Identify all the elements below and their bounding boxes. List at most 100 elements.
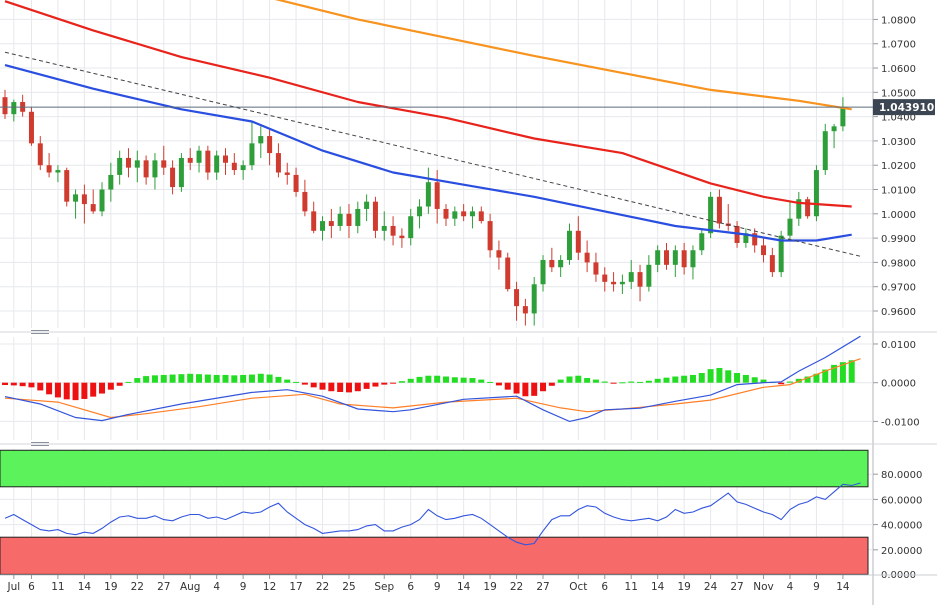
macd-bar xyxy=(319,382,326,390)
y-tick-label: 60.0000 xyxy=(881,495,922,506)
candle-body xyxy=(443,208,449,219)
candle xyxy=(20,94,26,117)
candle xyxy=(778,230,784,277)
macd-bar xyxy=(495,382,502,386)
candle-body xyxy=(381,225,387,231)
resize-handle-icon[interactable] xyxy=(31,330,49,334)
macd-bar xyxy=(592,379,599,383)
trendline xyxy=(4,51,861,257)
y-tick-label: 1.0700 xyxy=(881,40,916,51)
candlestick-series xyxy=(2,89,846,326)
candle xyxy=(161,145,167,175)
candle xyxy=(743,228,749,248)
macd-bar xyxy=(266,374,273,383)
candle xyxy=(205,145,211,180)
candle xyxy=(170,160,176,195)
macd-bar xyxy=(460,377,467,383)
candle-body xyxy=(355,208,361,226)
candle-body xyxy=(125,157,131,168)
x-tick-label: 6 xyxy=(407,581,414,593)
macd-panel: -0.0100 0.0000 0.0100 xyxy=(0,335,920,440)
candle-body xyxy=(840,106,846,127)
y-tick-label: 1.0000 xyxy=(881,210,916,221)
candle xyxy=(655,245,661,273)
candle-body xyxy=(346,213,352,226)
candle xyxy=(434,170,440,224)
macd-bar xyxy=(407,378,414,383)
macd-bar xyxy=(425,375,432,383)
x-tick-label: Nov xyxy=(753,581,774,593)
macd-bar xyxy=(548,382,555,386)
candle xyxy=(840,97,846,132)
candle xyxy=(593,252,599,282)
macd-bar xyxy=(99,382,106,394)
x-tick-label: 19 xyxy=(104,581,117,593)
macd-bar xyxy=(19,382,26,387)
candle xyxy=(831,123,837,149)
candle-body xyxy=(584,252,590,263)
candle-body xyxy=(813,170,819,217)
candle xyxy=(549,247,555,273)
y-tick-label: 0.9900 xyxy=(881,234,916,245)
macd-bar xyxy=(116,382,123,386)
macd-bar xyxy=(434,375,441,383)
x-tick-label: 11 xyxy=(51,581,64,593)
macd-bar xyxy=(575,375,582,383)
candle xyxy=(81,184,87,224)
x-tick-label: 25 xyxy=(342,581,355,593)
candle-body xyxy=(390,225,396,236)
candle xyxy=(11,99,17,122)
candle-body xyxy=(320,221,326,231)
macd-bar xyxy=(231,375,238,383)
panel-dividers[interactable] xyxy=(0,330,937,446)
macd-bar xyxy=(398,381,405,383)
candle xyxy=(761,238,767,263)
x-tick-label: 27 xyxy=(730,581,743,593)
x-tick-label: Sep xyxy=(374,581,394,593)
candle-body xyxy=(496,250,502,258)
candle xyxy=(152,153,158,190)
candle xyxy=(558,255,564,277)
macd-bar xyxy=(619,382,626,384)
y-tick-label: 1.0600 xyxy=(881,64,916,75)
candle-body xyxy=(434,182,440,209)
macd-bar xyxy=(786,381,793,383)
candle-body xyxy=(143,160,149,178)
macd-bar xyxy=(363,382,370,389)
candle xyxy=(364,194,370,222)
candle xyxy=(681,242,687,275)
macd-bar xyxy=(504,382,511,390)
x-tick-label: 14 xyxy=(78,581,92,593)
candle xyxy=(355,201,361,234)
macd-bar xyxy=(328,382,335,392)
candle xyxy=(769,247,775,277)
candle xyxy=(805,196,811,219)
candle-body xyxy=(575,230,581,253)
candle xyxy=(505,252,511,292)
candle xyxy=(813,165,819,222)
macd-bar xyxy=(125,381,132,383)
candle xyxy=(28,106,34,146)
resize-handle-icon[interactable] xyxy=(31,442,49,446)
candle xyxy=(258,126,264,158)
candle xyxy=(187,148,193,171)
candle xyxy=(108,162,114,202)
candle-body xyxy=(178,157,184,188)
macd-bar xyxy=(839,362,846,383)
price-axis: 0.9600 0.9700 0.9800 0.9900 1.0000 1.0100 1.02… xyxy=(872,0,916,605)
candle-body xyxy=(602,274,608,282)
macd-bar xyxy=(672,376,679,383)
candle-body xyxy=(822,131,828,171)
macd-bar xyxy=(566,376,573,383)
candle xyxy=(611,272,617,292)
candle xyxy=(752,228,758,253)
macd-bar xyxy=(381,382,388,385)
x-tick-label: 27 xyxy=(536,581,549,593)
macd-bar xyxy=(293,381,300,383)
candle xyxy=(690,245,696,280)
candle-body xyxy=(831,126,837,132)
macd-bar xyxy=(72,382,79,401)
macd-bar xyxy=(275,376,282,383)
macd-bar xyxy=(734,373,741,383)
macd-bar xyxy=(637,381,644,383)
